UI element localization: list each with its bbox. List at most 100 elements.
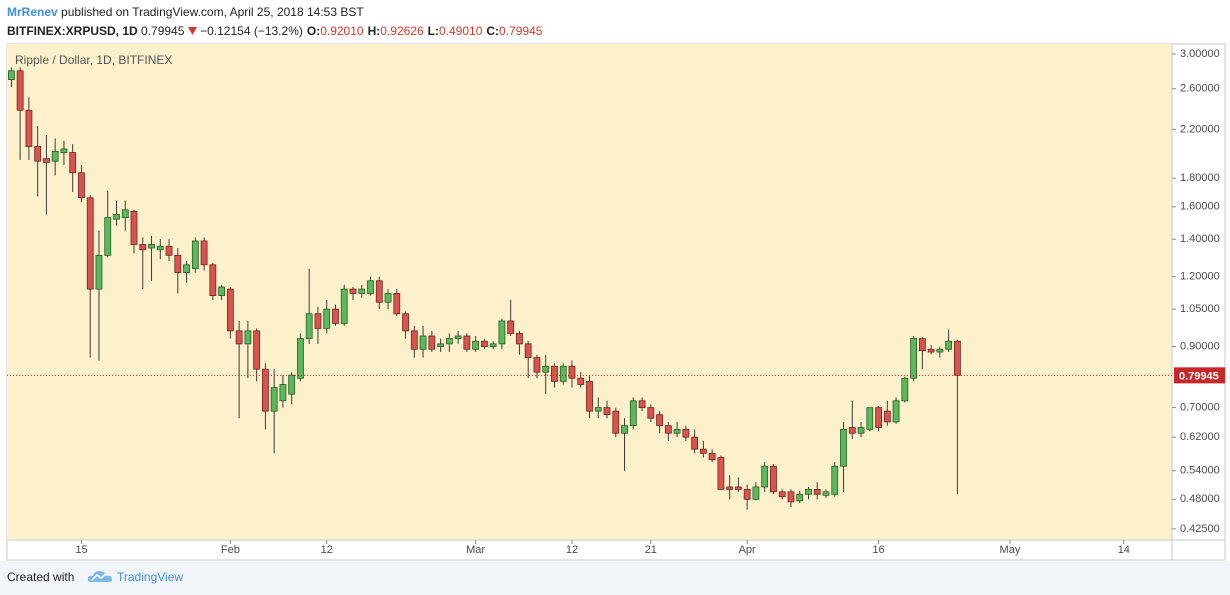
candle-body-up xyxy=(945,340,953,350)
y-tick-label: 0.48000 xyxy=(1180,493,1220,505)
candle-body-down xyxy=(262,368,269,412)
candle-body-up xyxy=(472,340,480,350)
price-label: 0.79945 xyxy=(1179,370,1219,382)
candle-body-down xyxy=(253,330,261,370)
candle-body-down xyxy=(410,330,418,350)
x-tick-label: Mar xyxy=(466,544,485,556)
candle-body-up xyxy=(437,343,444,347)
candle-body-down xyxy=(43,158,50,163)
price-label-box xyxy=(1174,367,1225,384)
candle-body-down xyxy=(200,240,208,266)
candle-body-down xyxy=(139,244,147,251)
candle-body-up xyxy=(498,320,506,345)
candle-body-down xyxy=(480,340,488,347)
x-tick-label: 15 xyxy=(75,544,87,556)
candle-body-up xyxy=(857,427,865,434)
y-tick-label: 1.80000 xyxy=(1180,172,1220,184)
ohlc-value: 0.49010 xyxy=(438,24,483,38)
candle-body-up xyxy=(866,407,874,430)
candle-body-down xyxy=(16,70,24,111)
candle-body-up xyxy=(489,343,497,347)
x-tick-label: Feb xyxy=(221,544,240,556)
x-tick-label: 12 xyxy=(566,544,578,556)
ohlc: O:0.92010 H:0.92626 L:0.49010 C:0.79945 xyxy=(303,24,543,38)
plot-area xyxy=(7,44,1172,540)
ohlc-value: 0.79945 xyxy=(499,24,543,38)
ohlc-key: C: xyxy=(486,24,500,38)
x-tick-label: 14 xyxy=(1118,544,1130,556)
brand[interactable]: TradingView xyxy=(117,570,184,584)
candle-body-down xyxy=(428,335,436,350)
candle-body-down xyxy=(402,313,409,332)
candle-body-up xyxy=(840,429,847,467)
candle-body-down xyxy=(577,377,585,385)
candle-body-up xyxy=(297,338,304,379)
candle-body-down xyxy=(226,288,234,332)
candle-body-down xyxy=(86,197,94,290)
candle-body-up xyxy=(279,384,287,402)
candle-body-down xyxy=(375,280,383,303)
y-tick-label: 0.62000 xyxy=(1180,431,1220,443)
candle-body-down xyxy=(708,452,716,461)
x-tick-label: 16 xyxy=(872,544,884,556)
candle-body-up xyxy=(60,148,68,153)
candle-body-down xyxy=(25,109,33,147)
candle-body-down xyxy=(34,146,42,162)
candle-body-up xyxy=(761,465,769,488)
candle-body-up xyxy=(892,400,900,423)
x-tick-label: 12 xyxy=(321,544,333,556)
candle-body-up xyxy=(244,330,252,345)
candle-body-down xyxy=(209,264,217,297)
candle-body-down xyxy=(235,330,243,345)
y-tick-label: 3.00000 xyxy=(1180,48,1220,60)
candle-body-up xyxy=(454,335,462,339)
candle-body-down xyxy=(463,335,471,350)
author[interactable]: MrRenev xyxy=(7,5,58,19)
candle-body-down xyxy=(603,407,611,416)
ohlc-key: O: xyxy=(306,24,321,38)
ohlc-key: L: xyxy=(427,24,439,38)
candle-body-up xyxy=(95,254,103,290)
candle-body-up xyxy=(673,429,681,434)
brand-icon xyxy=(87,571,112,582)
candle-body-down xyxy=(332,308,339,324)
candle-body-down xyxy=(314,313,322,329)
candle-body-up xyxy=(7,70,15,81)
candle-body-down xyxy=(551,365,558,382)
candle-body-down xyxy=(953,340,961,376)
candle-body-down xyxy=(165,245,173,256)
y-tick-label: 1.05000 xyxy=(1180,303,1220,315)
down-arrow xyxy=(187,27,197,35)
candle-body-up xyxy=(367,280,374,294)
x-tick-label: 21 xyxy=(645,544,657,556)
y-tick-label: 1.20000 xyxy=(1180,271,1220,283)
footer: Created with TradingView xyxy=(0,561,1230,595)
candle-body-up xyxy=(384,293,392,303)
candle-body-down xyxy=(393,293,401,315)
candle-body-down xyxy=(883,410,891,423)
pane-title: Ripple / Dollar, 1D, BITFINEX xyxy=(15,53,172,67)
x-tick-label: May xyxy=(1000,544,1021,556)
candle-body-up xyxy=(419,335,427,350)
candle-body-down xyxy=(656,414,663,427)
ohlc-value: 0.92010 xyxy=(320,24,364,38)
candle-body-up xyxy=(805,488,812,495)
candle-body-up xyxy=(936,348,944,353)
candle-body-down xyxy=(787,491,795,503)
candle-body-down xyxy=(174,254,182,274)
candle-body-up xyxy=(629,400,637,427)
y-tick-label: 2.60000 xyxy=(1180,83,1220,95)
candle-body-down xyxy=(349,288,357,294)
candle-body-up xyxy=(191,240,199,270)
published: published on TradingView.com, April 25, … xyxy=(61,5,364,19)
candle-body-down xyxy=(735,486,742,490)
candle-body-up xyxy=(218,286,226,297)
candle-body-down xyxy=(927,348,935,353)
header-line-2: BITFINEX:XRPUSD, 1D 0.79945 −0.12154 (−1… xyxy=(7,22,542,41)
candle-body-down xyxy=(875,407,882,428)
candle-body-down xyxy=(524,343,532,359)
change: −0.12154 (−13.2%) xyxy=(200,24,303,38)
candle-body-up xyxy=(104,217,112,256)
header: MrRenev published on TradingView.com, Ap… xyxy=(7,3,542,41)
